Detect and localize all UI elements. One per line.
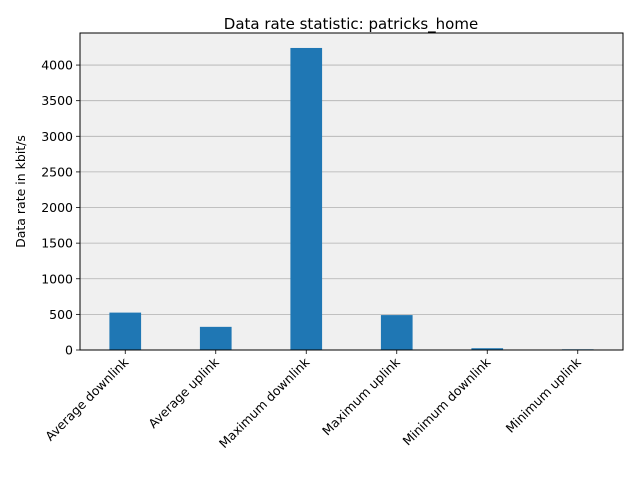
chart-title: Data rate statistic: patricks_home <box>224 15 478 34</box>
plot-frame <box>79 32 624 351</box>
y-tick-label: 1000 <box>41 271 73 286</box>
y-tick-label: 3000 <box>41 129 73 144</box>
y-tick-label: 2500 <box>41 164 73 179</box>
x-tick-label: Average uplink <box>145 354 222 431</box>
y-tick-label: 1500 <box>41 236 73 251</box>
x-tick-label: Minimum uplink <box>503 354 585 436</box>
y-tick-label: 4000 <box>41 58 73 73</box>
bar-minimum-downlink <box>471 348 504 350</box>
y-tick-label: 3500 <box>41 93 73 108</box>
bar-average-uplink <box>199 326 232 350</box>
y-axis-label: Data rate in kbit/s <box>13 135 28 248</box>
y-tick-label: 500 <box>49 307 73 322</box>
x-tick-label: Maximum uplink <box>319 354 403 438</box>
y-tick-label: 2000 <box>41 200 73 215</box>
x-tick-label: Maximum downlink <box>216 354 313 451</box>
bar-maximum-uplink <box>380 315 413 350</box>
grid-lines <box>80 64 623 315</box>
x-tick-label: Average downlink <box>42 354 132 444</box>
x-tick-label: Minimum downlink <box>400 354 494 448</box>
plot-background <box>80 33 623 350</box>
bar-average-downlink <box>109 312 142 350</box>
y-axis: 0 500 1000 1500 2000 2500 3000 3500 4000 <box>41 58 80 358</box>
bars <box>109 47 594 351</box>
y-tick-label: 0 <box>65 343 73 358</box>
bar-maximum-downlink <box>290 47 323 351</box>
